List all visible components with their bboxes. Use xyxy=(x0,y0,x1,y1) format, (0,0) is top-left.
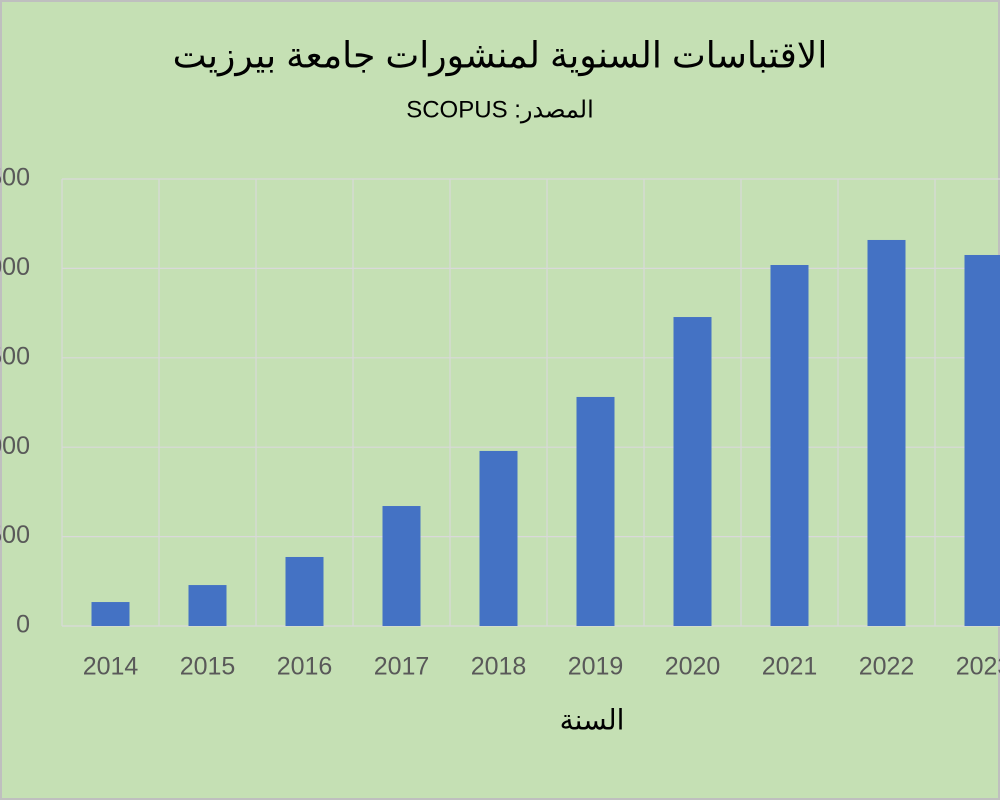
bar xyxy=(673,317,712,626)
bar xyxy=(479,450,518,626)
x-tick-label: 2020 xyxy=(665,653,721,681)
chart-subtitle: المصدر: SCOPUS xyxy=(406,96,594,123)
bar xyxy=(770,265,809,626)
x-tick-label: 2021 xyxy=(762,653,818,681)
y-tick-label: 1500 xyxy=(0,342,30,370)
y-tick-label: 0 xyxy=(16,611,30,639)
x-tick-label: 2022 xyxy=(859,653,915,681)
x-axis-label: السنة xyxy=(560,704,625,735)
x-tick-label: 2017 xyxy=(374,653,430,681)
y-tick-label: 500 xyxy=(0,521,30,549)
bar xyxy=(964,254,1000,627)
y-tick-label: 1000 xyxy=(0,432,30,460)
y-tick-label: 2500 xyxy=(0,164,30,192)
bar xyxy=(188,585,227,626)
x-tick-label: 2023 xyxy=(956,653,1000,681)
bar xyxy=(285,556,324,626)
chart-title: الاقتباسات السنوية لمنشورات جامعة بيرزيت xyxy=(173,35,828,77)
x-tick-label: 2015 xyxy=(180,653,236,681)
x-tick-label: 2018 xyxy=(471,653,527,681)
x-tick-label: 2014 xyxy=(83,653,139,681)
bar xyxy=(867,239,906,626)
bar xyxy=(576,396,615,626)
bar xyxy=(382,506,421,626)
y-tick-label: 2000 xyxy=(0,253,30,281)
bar xyxy=(91,602,130,626)
x-tick-label: 2019 xyxy=(568,653,624,681)
x-tick-label: 2016 xyxy=(277,653,333,681)
